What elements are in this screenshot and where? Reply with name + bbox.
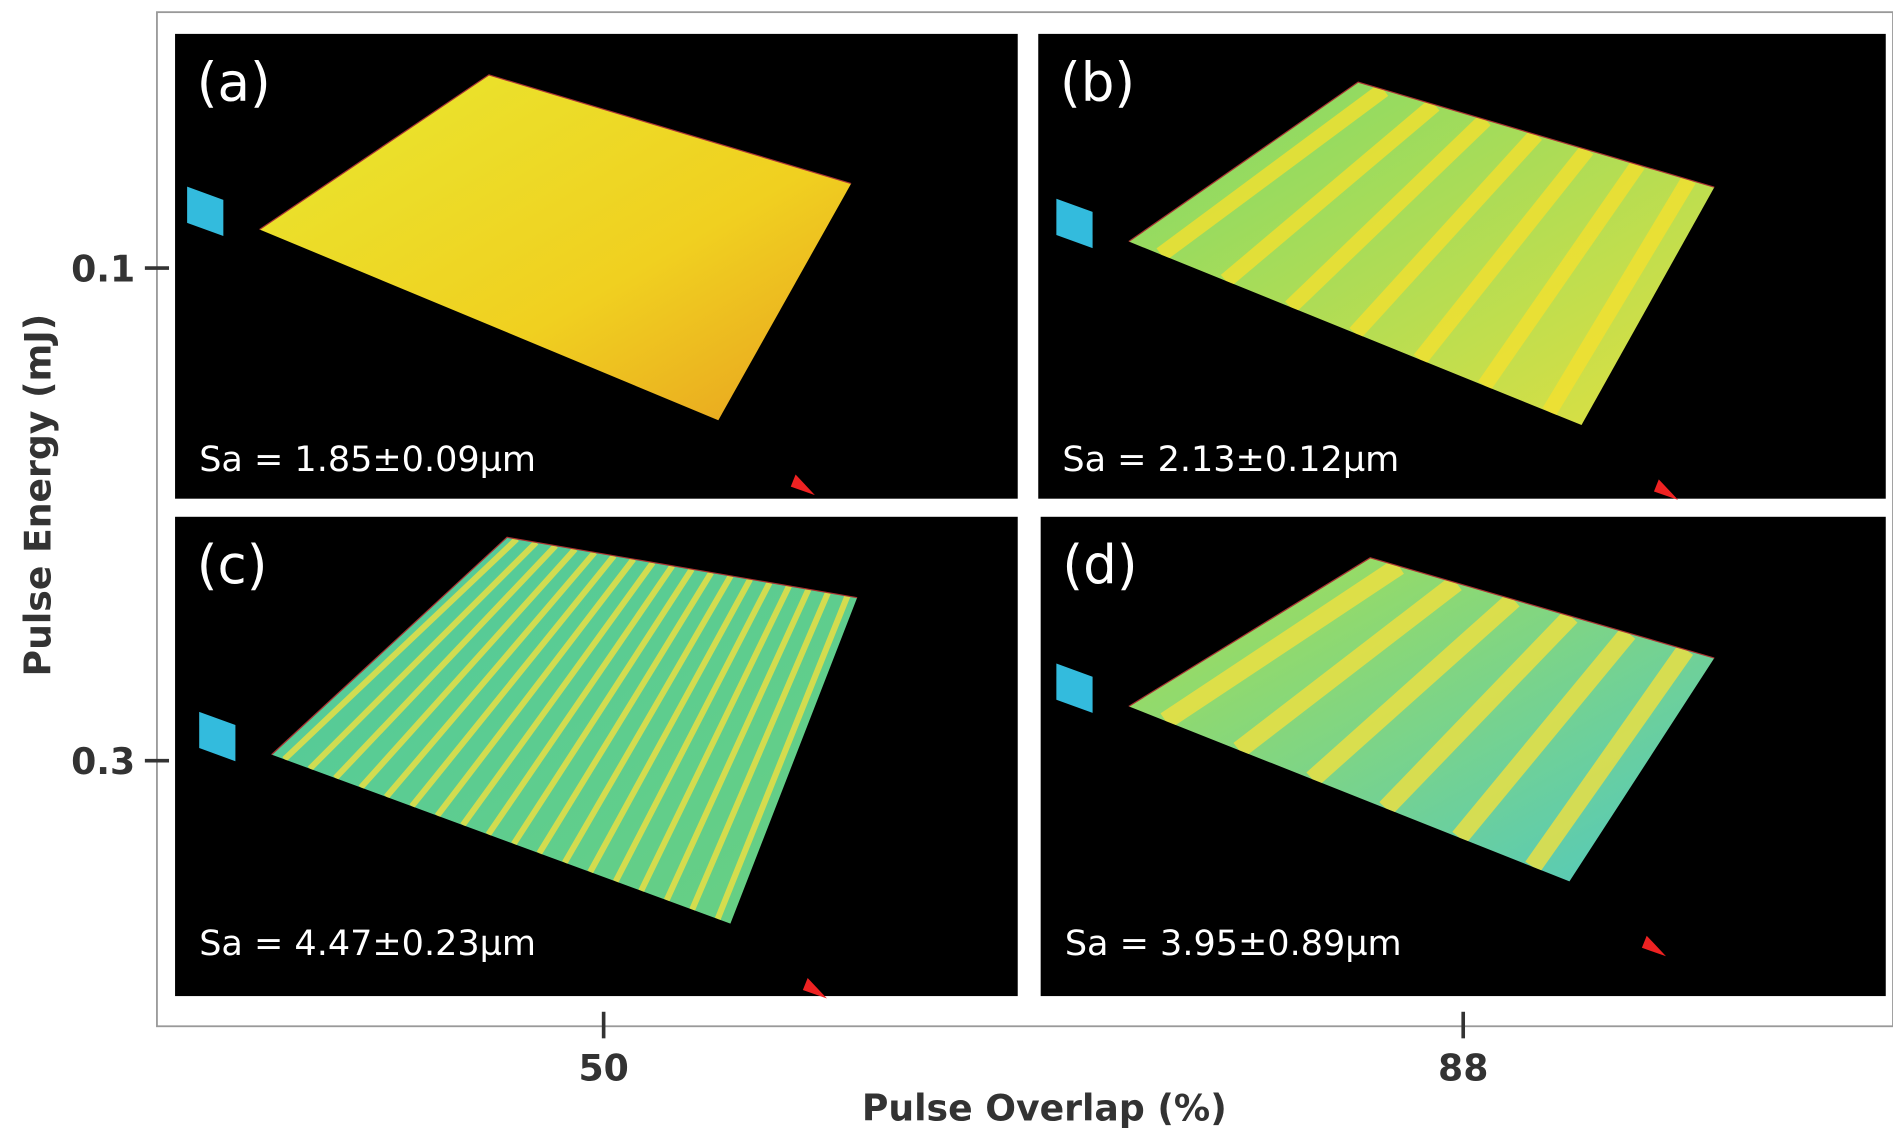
stripe	[1452, 627, 1636, 844]
stripe	[663, 588, 812, 902]
y-tick-label: 0.1	[71, 247, 135, 290]
surface	[1056, 557, 1715, 957]
stripe	[1306, 592, 1520, 787]
stripe	[1525, 644, 1694, 873]
box-edge	[259, 74, 852, 230]
surface	[1056, 81, 1715, 500]
stripe	[1156, 83, 1389, 261]
axis-arrow	[790, 474, 815, 496]
color-scale	[187, 186, 224, 237]
stripe	[1478, 160, 1645, 391]
stripe	[409, 553, 617, 809]
y-tick-label: 0.3	[71, 740, 135, 783]
stripe	[536, 570, 714, 855]
x-tick-label: 50	[578, 1047, 628, 1090]
panel-label: (a)	[197, 51, 271, 113]
stripe	[1160, 558, 1404, 729]
box-edge	[271, 536, 858, 756]
stripe	[1349, 129, 1542, 339]
stripe	[689, 591, 831, 911]
stripe	[282, 537, 519, 762]
y-axis-title: Pulse Energy (mJ)	[17, 314, 60, 677]
color-scale	[1056, 198, 1093, 249]
box-edge	[1128, 557, 1715, 707]
roughness-label: Sa = 2.13±0.12µm	[1062, 440, 1399, 480]
roughness-label: Sa = 4.47±0.23µm	[199, 924, 536, 964]
stripe	[1220, 98, 1440, 287]
stripe	[587, 577, 753, 874]
panel-label: (c)	[197, 534, 268, 596]
stripe	[562, 574, 734, 865]
panel-label: (d)	[1062, 534, 1137, 596]
stripe	[511, 567, 695, 846]
stripe	[613, 581, 773, 883]
stripe	[1413, 144, 1594, 365]
box-edge	[1128, 81, 1715, 243]
stripe	[384, 550, 597, 799]
color-scale	[1056, 663, 1093, 713]
roughness-label: Sa = 1.85±0.09µm	[199, 440, 536, 480]
x-tick-label: 88	[1438, 1047, 1488, 1090]
axis-arrow	[1641, 935, 1667, 957]
surface-fill	[259, 74, 852, 421]
stripe	[460, 560, 656, 827]
surface	[187, 74, 852, 496]
stripe	[1233, 575, 1462, 758]
color-scale	[199, 711, 236, 762]
stripe	[434, 557, 636, 818]
axis-arrow	[1653, 479, 1679, 500]
panel-label: (b)	[1060, 51, 1135, 113]
stripe	[638, 584, 792, 893]
stripes	[1156, 83, 1696, 416]
surface	[199, 536, 858, 999]
stripe	[714, 594, 851, 921]
stripes	[1160, 558, 1694, 873]
stripe	[1542, 175, 1696, 416]
roughness-label: Sa = 3.95±0.89µm	[1065, 924, 1402, 964]
stripes	[282, 537, 851, 921]
stripe	[307, 540, 539, 771]
stripe	[1285, 114, 1491, 313]
stripe	[358, 547, 578, 790]
x-axis-title: Pulse Overlap (%)	[862, 1086, 1227, 1129]
stripe	[1379, 610, 1578, 815]
frame	[156, 11, 1893, 1028]
stripe	[333, 543, 558, 781]
axis-arrow	[802, 977, 827, 999]
stripe	[485, 564, 675, 837]
